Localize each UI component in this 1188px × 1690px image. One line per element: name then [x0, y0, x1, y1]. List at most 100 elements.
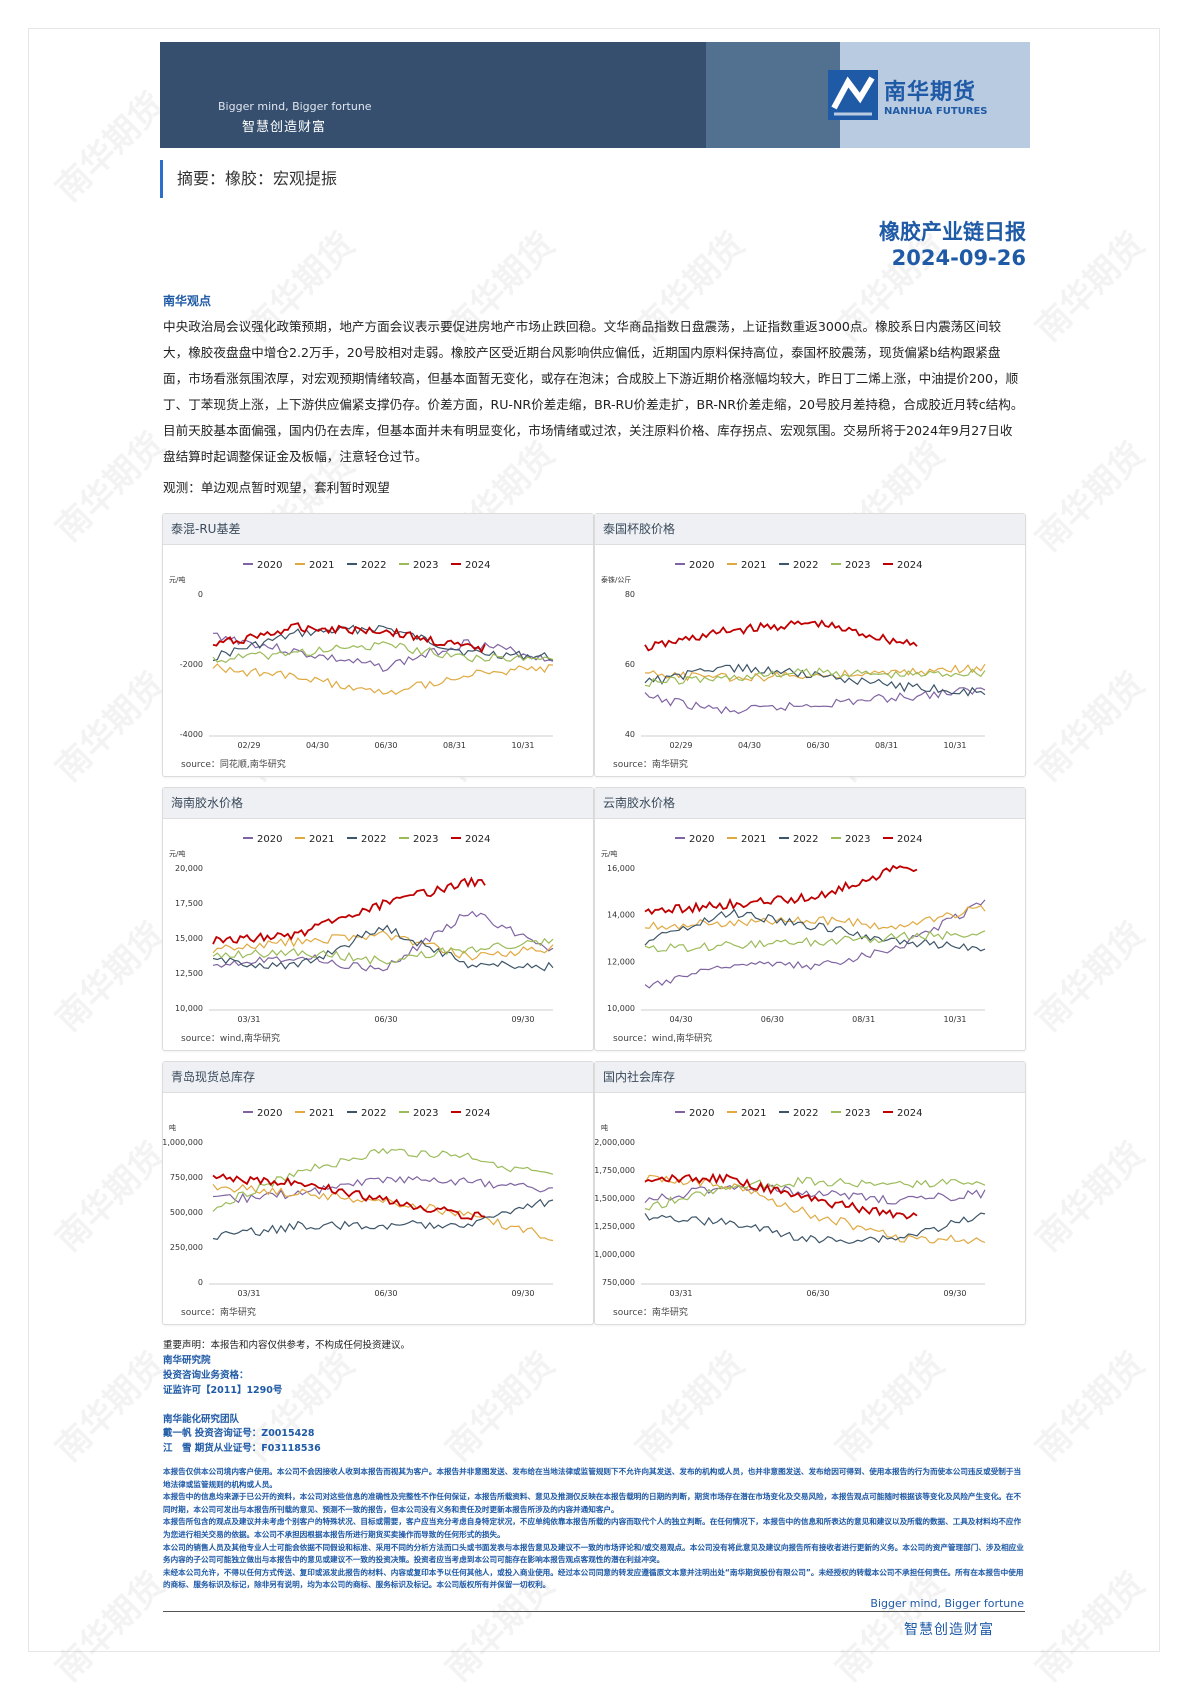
- svg-text:2022: 2022: [793, 560, 818, 571]
- x-tick-label: 08/31: [852, 1015, 875, 1024]
- y-tick-label: 15,000: [175, 934, 203, 943]
- series-line-2021: [212, 663, 554, 695]
- series-line-2021: [212, 930, 554, 961]
- x-tick-label: 02/29: [237, 741, 260, 750]
- y-tick-label: 1,500,000: [595, 1194, 635, 1203]
- legend-item: 2022: [779, 834, 818, 845]
- view-body: 中央政治局会议强化政策预期，地产方面会议表示要促进房地产市场止跌回稳。文华商品指…: [163, 319, 1024, 464]
- chart-qingdao-stock: 2020 2021 2022 2023 2024 吨 1,000,000 750,000 500…: [163, 1108, 554, 1298]
- chart-panel-qingdao-stock: 青岛现货总库存 2020 2021 2022 2023 2024 吨 1,000,000 75…: [162, 1061, 594, 1325]
- axis-unit: 元/吨: [601, 849, 617, 858]
- svg-text:2022: 2022: [361, 1108, 386, 1119]
- report-title-block: 橡胶产业链日报 2024-09-26: [879, 216, 1026, 270]
- x-tick-label: 10/31: [511, 741, 534, 750]
- logo-text-en: NANHUA FUTURES: [884, 105, 988, 117]
- y-tick-label: 60: [625, 660, 635, 669]
- legend-item: 2024: [451, 834, 490, 845]
- axis-unit: 吨: [601, 1123, 608, 1132]
- x-tick-label: 09/30: [943, 1289, 966, 1298]
- svg-text:2021: 2021: [309, 1108, 334, 1119]
- y-tick-label: 40: [625, 730, 635, 739]
- series-line-2024: [644, 619, 918, 652]
- series-line-2020: [644, 899, 986, 989]
- svg-text:2021: 2021: [309, 560, 334, 571]
- svg-text:2024: 2024: [465, 834, 490, 845]
- series-line-2022: [644, 1212, 986, 1245]
- chart-source: source：wind,南华研究: [181, 1034, 281, 1044]
- svg-text:2020: 2020: [257, 560, 282, 571]
- series-line-2022: [212, 924, 554, 972]
- y-tick-label: -2000: [180, 660, 203, 669]
- legend-item: 2022: [347, 834, 386, 845]
- x-tick-label: 04/30: [306, 741, 329, 750]
- legal-paragraph: 本公司的销售人员及其他专业人士可能会依据不同假设和标准、采用不同的分析方法而口头…: [163, 1542, 1024, 1565]
- banner-right: 南华期货 NANHUA FUTURES: [828, 42, 1030, 148]
- y-tick-label: 14,000: [607, 911, 635, 920]
- legend-item: 2020: [675, 560, 714, 571]
- svg-text:2024: 2024: [897, 834, 922, 845]
- analyst-2: 江 雪 期货从业证号：F03118536: [163, 1443, 321, 1454]
- legend-item: 2023: [831, 834, 870, 845]
- series-line-2022: [212, 1198, 554, 1240]
- legend-item: 2023: [399, 560, 438, 571]
- legal-paragraph: 本报告仅供本公司境内客户使用。本公司不会因接收人收到本报告而视其为客户。本报告并…: [163, 1467, 1022, 1489]
- header-banner: Bigger mind, Bigger fortune 智慧创造财富 南华期货 …: [160, 42, 1030, 148]
- series-line-2024: [644, 1172, 918, 1220]
- legend-item: 2023: [399, 834, 438, 845]
- chart-source: source：南华研究: [181, 1308, 256, 1318]
- chart-panel-hainan-latex: 海南胶水价格 2020 2021 2022 2023 2024 元/吨 20,000 17,5…: [162, 787, 594, 1051]
- legend-item: 2023: [831, 1108, 870, 1119]
- x-tick-label: 03/31: [237, 1015, 260, 1024]
- license: 证监许可【2011】1290号: [163, 1385, 283, 1396]
- banner-middle: [706, 42, 840, 148]
- legend-item: 2024: [451, 1108, 490, 1119]
- chart-panel-basis: 泰混-RU基差 2020 2021 2022 2023 2024 元/吨 0 -2000 -40…: [162, 513, 594, 777]
- svg-text:2023: 2023: [413, 1108, 438, 1119]
- legend-item: 2023: [831, 560, 870, 571]
- chart-source: source：南华研究: [613, 1308, 688, 1318]
- svg-text:2021: 2021: [741, 834, 766, 845]
- x-tick-label: 06/30: [374, 741, 397, 750]
- y-tick-label: 80: [625, 590, 635, 599]
- x-tick-label: 06/30: [806, 741, 829, 750]
- x-tick-label: 04/30: [669, 1015, 692, 1024]
- legend-item: 2024: [451, 560, 490, 571]
- footer-divider: [163, 1611, 1025, 1612]
- y-tick-label: 12,500: [175, 969, 203, 978]
- svg-text:2023: 2023: [413, 560, 438, 571]
- company-logo: 南华期货 NANHUA FUTURES: [828, 70, 988, 120]
- legal-paragraph: 本报告中的信息均来源于已公开的资料，本公司对这些信息的准确性及完整性不作任何保证…: [163, 1492, 1022, 1514]
- x-tick-label: 09/30: [511, 1289, 534, 1298]
- svg-text:2021: 2021: [741, 1108, 766, 1119]
- banner-left: Bigger mind, Bigger fortune 智慧创造财富: [160, 42, 706, 148]
- x-tick-label: 09/30: [511, 1015, 534, 1024]
- y-tick-label: 1,000,000: [163, 1138, 203, 1147]
- x-tick-label: 04/30: [738, 741, 761, 750]
- chart-source: source：同花顺,南华研究: [181, 760, 286, 770]
- x-tick-label: 02/29: [669, 741, 692, 750]
- view-heading: 南华观点: [163, 294, 212, 308]
- header-slogan-cn: 智慧创造财富: [242, 120, 327, 135]
- svg-text:2023: 2023: [845, 834, 870, 845]
- legend-item: 2020: [675, 1108, 714, 1119]
- chart-title: 泰国杯胶价格: [595, 514, 1025, 545]
- legend-item: 2022: [347, 1108, 386, 1119]
- y-tick-label: 12,000: [607, 957, 635, 966]
- svg-text:2020: 2020: [689, 560, 714, 571]
- page-border: [28, 28, 1160, 1652]
- series-line-2020: [644, 687, 986, 715]
- footer-slogan-en: Bigger mind, Bigger fortune: [870, 1597, 1024, 1610]
- x-tick-label: 06/30: [374, 1289, 397, 1298]
- view-observation: 观测：单边观点暂时观望，套利暂时观望: [163, 480, 390, 495]
- report-date: 2024-09-26: [891, 246, 1026, 270]
- analyst-1: 戴一帆 投资咨询证号：Z0015428: [163, 1428, 315, 1439]
- header-slogan-en: Bigger mind, Bigger fortune: [218, 100, 372, 113]
- axis-unit: 吨: [169, 1123, 176, 1132]
- x-tick-label: 03/31: [237, 1289, 260, 1298]
- series-line-2024: [212, 1173, 486, 1221]
- chart-panel-cup-lump: 泰国杯胶价格 2020 2021 2022 2023 2024 泰铢/公斤 80 60 40 02…: [594, 513, 1026, 777]
- y-tick-label: 0: [198, 590, 203, 599]
- chart-social-stock: 2020 2021 2022 2023 2024 吨 2,000,000 1,750,000 1…: [595, 1108, 986, 1298]
- series-line-2022: [644, 908, 986, 952]
- y-tick-label: 750,000: [170, 1173, 203, 1182]
